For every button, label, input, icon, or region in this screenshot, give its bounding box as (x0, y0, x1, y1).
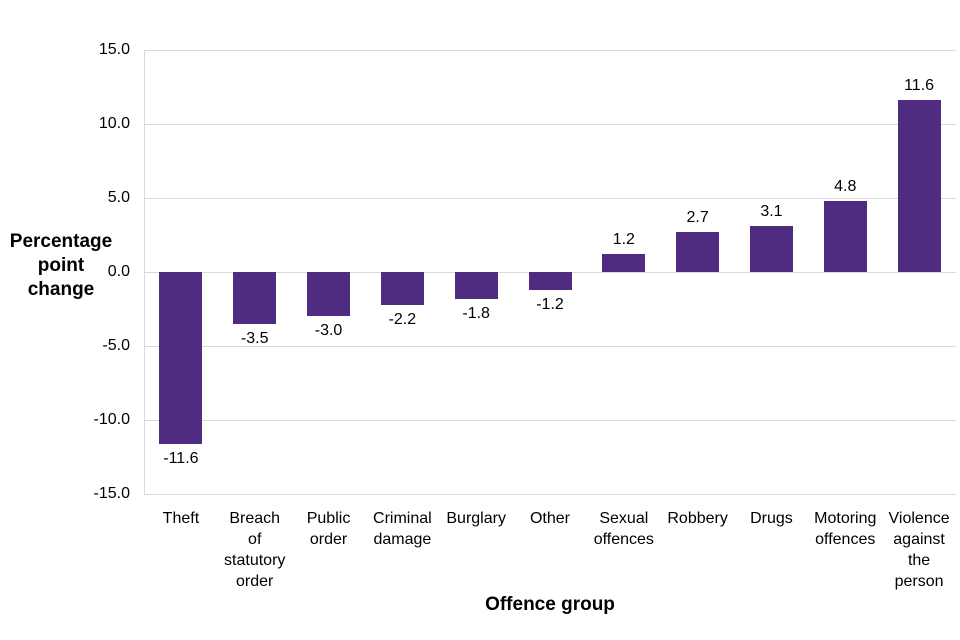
bar-theft (159, 272, 203, 444)
y-axis-title: Percentage point change (9, 231, 113, 300)
bar-other (528, 272, 572, 290)
y-tick-label: 15.0 (98, 41, 130, 58)
value-label: -1.8 (462, 304, 490, 322)
gridline (144, 494, 956, 495)
value-label: -1.2 (536, 295, 564, 313)
bar-drugs (749, 226, 793, 272)
value-label: -3.0 (314, 322, 343, 340)
value-label: 1.2 (612, 231, 635, 249)
bar-public-order (307, 272, 351, 317)
bar-robbery (676, 232, 720, 272)
bar-burglary (454, 272, 498, 299)
gridline (144, 420, 956, 421)
gridline (144, 50, 956, 51)
y-axis-line (144, 50, 145, 494)
category-label: Theft (162, 510, 200, 527)
gridline (144, 346, 956, 347)
bar-sexual-offences (602, 254, 646, 272)
category-label: Violence against the person (888, 510, 950, 590)
category-label: Breach of statutory order (224, 510, 286, 590)
plot-area: -11.6 -3.5 -3.0 -2.2 -1.8 -1.2 1.2 2.7 3.1 4.8 11.… (144, 50, 956, 495)
y-tick-label: 10.0 (98, 115, 130, 132)
value-label: 2.7 (686, 209, 709, 227)
bar-criminal-damage (380, 272, 424, 305)
value-label: 3.1 (760, 203, 783, 221)
value-label: 4.8 (834, 177, 857, 195)
bar-breach-of-statutory-order (233, 272, 277, 324)
y-tick-label: -15.0 (93, 485, 130, 502)
category-label: Burglary (446, 510, 506, 527)
category-label: Motoring offences (814, 510, 877, 548)
value-label: -2.2 (388, 310, 417, 328)
gridline (144, 124, 956, 125)
y-tick-label: -10.0 (93, 411, 130, 428)
bar-motoring-offences (823, 200, 867, 272)
bar-violence-against-the-person (897, 100, 941, 272)
y-tick-label: 5.0 (107, 189, 130, 206)
category-label: Robbery (667, 510, 728, 527)
value-label: -11.6 (163, 449, 199, 467)
category-label: Public order (306, 510, 351, 548)
gridline (144, 198, 956, 199)
category-label: Sexual offences (593, 510, 654, 548)
y-tick-label: -5.0 (102, 337, 130, 354)
y-tick-label: 0.0 (107, 263, 130, 280)
value-label: -3.5 (240, 329, 269, 347)
category-label: Other (529, 510, 570, 527)
x-axis-title: Offence group (485, 594, 615, 615)
value-label: 11.6 (904, 77, 935, 95)
category-label: Criminal damage (373, 510, 432, 548)
category-label: Drugs (750, 510, 793, 527)
